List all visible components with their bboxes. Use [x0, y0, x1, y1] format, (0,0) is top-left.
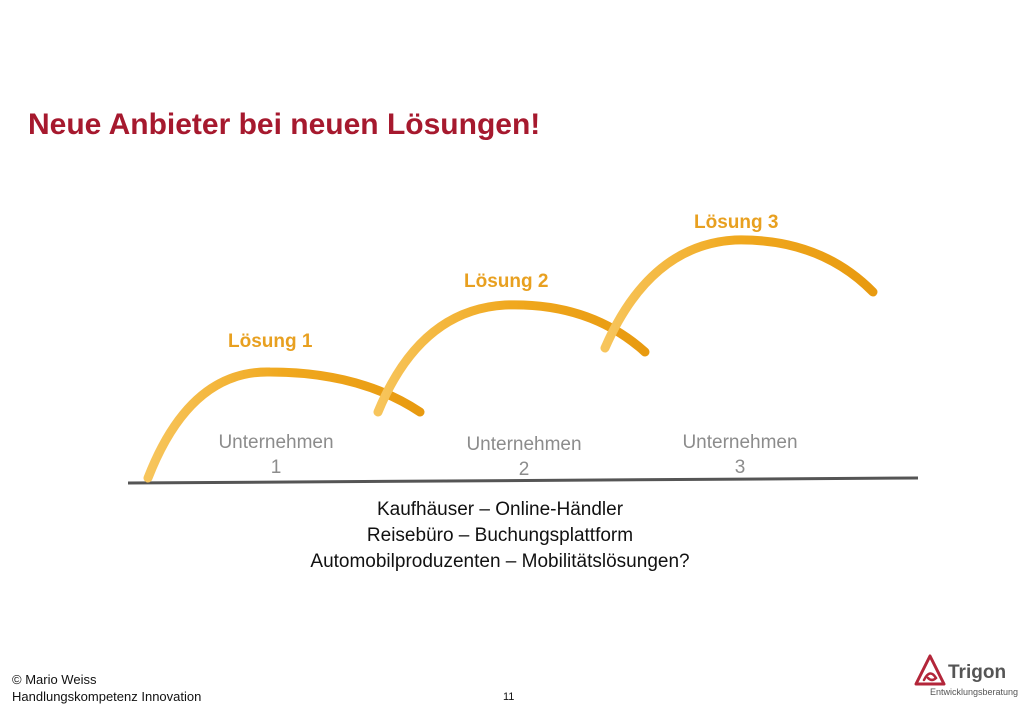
company-label-1: Unternehmen 1 — [196, 430, 356, 480]
solution-arc-3 — [600, 235, 878, 353]
solution-label-3: Lösung 3 — [694, 212, 779, 233]
example-item: Reisebüro – Buchungsplattform — [366, 525, 634, 546]
company-label-1-name: Unternehmen — [218, 432, 334, 453]
page-number: 11 — [503, 691, 515, 703]
solution-label-2: Lösung 2 — [464, 271, 549, 292]
baseline — [127, 476, 919, 485]
footer-subtitle: Handlungskompetenz Innovation — [12, 689, 202, 704]
solution-arc-1 — [143, 367, 425, 483]
solution-label-1: Lösung 1 — [228, 331, 313, 352]
logo-tagline: Entwicklungsberatung — [930, 687, 1019, 697]
company-label-2-name: Unternehmen — [466, 434, 582, 455]
page-title: Neue Anbieter bei neuen Lösungen! — [28, 108, 541, 141]
trigon-logo-icon — [914, 654, 946, 686]
company-label-2: Unternehmen 2 — [444, 432, 604, 482]
company-label-3-number: 3 — [734, 457, 746, 478]
company-label-1-number: 1 — [270, 457, 282, 478]
logo-wordmark: Trigon — [948, 662, 1007, 683]
company-label-3: Unternehmen 3 — [660, 430, 820, 480]
company-label-2-number: 2 — [518, 459, 530, 480]
solution-arc-2 — [373, 300, 650, 417]
example-item: Automobilproduzenten – Mobilitätslösunge… — [310, 551, 690, 572]
example-item: Kaufhäuser – Online-Händler — [376, 499, 624, 520]
company-label-3-name: Unternehmen — [682, 432, 798, 453]
examples-list: Kaufhäuser – Online-Händler Reisebüro – … — [240, 497, 760, 575]
footer-copyright: © Mario Weiss — [12, 672, 97, 687]
